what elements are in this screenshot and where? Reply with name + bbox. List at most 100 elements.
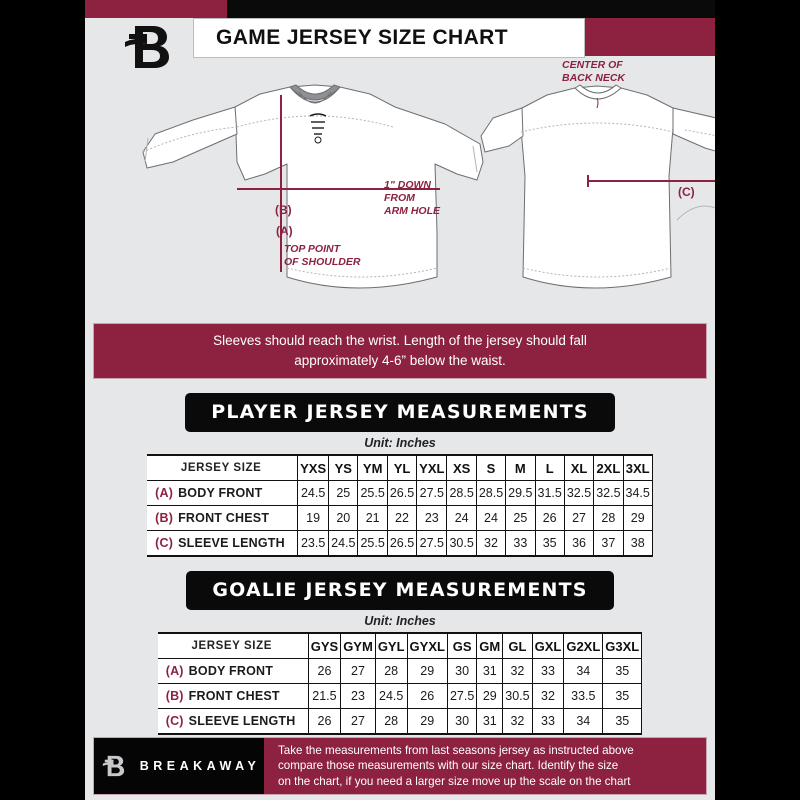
player-col-8: L	[534, 454, 565, 481]
label-b-line1: 1" DOWN	[384, 179, 431, 191]
player-r1-c9: 27	[563, 505, 595, 531]
fit-note-banner: Sleeves should reach the wrist. Length o…	[93, 323, 707, 379]
goalie-r1-c6: 30.5	[502, 683, 533, 709]
header-maroon-right-block	[583, 18, 715, 56]
marker-b-front: (B)	[275, 203, 292, 217]
player-r0-c0: 24.5	[297, 480, 330, 506]
goalie-col-9: G3XL	[602, 632, 643, 659]
goalie-row-1-name: FRONT CHEST	[188, 689, 280, 703]
player-r2-c5: 30.5	[446, 530, 477, 557]
player-r2-c9: 36	[563, 530, 595, 557]
player-r2-c7: 33	[505, 530, 536, 557]
player-r2-c2: 25.5	[357, 530, 388, 557]
goalie-section-header: GOALIE JERSEY MEASUREMENTS Unit: Inches	[85, 571, 715, 628]
goalie-r0-c6: 32	[502, 658, 533, 684]
player-col-9: XL	[563, 454, 595, 481]
goalie-col-2: GYL	[374, 632, 408, 659]
player-r0-c11: 34.5	[622, 480, 653, 506]
label-c-back: CENTER OF BACK NECK	[562, 59, 625, 85]
header-maroon-left-strip	[85, 0, 227, 18]
page-title: GAME JERSEY SIZE CHART	[216, 26, 508, 49]
page-title-box: GAME JERSEY SIZE CHART	[193, 18, 585, 58]
player-section-header: PLAYER JERSEY MEASUREMENTS Unit: Inches	[85, 393, 715, 450]
label-a-line2: OF SHOULDER	[284, 256, 361, 268]
player-r0-c5: 28.5	[446, 480, 477, 506]
goalie-r0-c4: 30	[446, 658, 478, 684]
label-a-line1: TOP POINT	[284, 243, 341, 255]
player-r2-c11: 38	[622, 530, 653, 557]
breakaway-b-logo-icon	[115, 18, 177, 76]
size-chart-page: GAME JERSEY SIZE CHART	[85, 0, 715, 800]
player-r0-c9: 32.5	[563, 480, 595, 506]
goalie-r2-c7: 33	[531, 708, 565, 735]
footer-line1: Take the measurements from last seasons …	[278, 743, 634, 757]
player-r2-c6: 32	[475, 530, 507, 557]
goalie-r2-c6: 32	[502, 708, 533, 735]
player-section-unit: Unit: Inches	[364, 436, 436, 450]
player-size-header: JERSEY SIZE	[147, 454, 299, 481]
goalie-row-2-label: (C) SLEEVE LENGTH	[157, 708, 309, 735]
player-r1-c10: 28	[593, 505, 624, 531]
player-col-4: YXL	[416, 454, 448, 481]
jersey-diagram: (B) 1" DOWN FROM ARM HOLE (A) TOP POINT …	[85, 59, 715, 317]
table-row: (B) FRONT CHEST 19 20 21 22 23 24 24 25 2…	[147, 505, 653, 531]
goalie-row-2-name: SLEEVE LENGTH	[188, 714, 296, 728]
marker-a-front: (A)	[276, 224, 293, 238]
goalie-col-1: GYM	[340, 632, 376, 659]
goalie-section-unit: Unit: Inches	[364, 614, 436, 628]
player-r0-c3: 26.5	[386, 480, 418, 506]
goalie-row-0-mark: (A)	[165, 664, 184, 678]
label-b-line2: FROM	[384, 192, 415, 204]
goalie-r2-c2: 28	[374, 708, 408, 735]
goalie-r1-c3: 26	[406, 683, 448, 709]
player-row-2-mark: (C)	[155, 536, 174, 550]
goalie-r0-c3: 29	[406, 658, 448, 684]
goalie-col-6: GL	[502, 632, 533, 659]
goalie-r0-c5: 31	[476, 658, 504, 684]
header-black-strip	[227, 0, 715, 18]
goalie-r1-c0: 21.5	[307, 683, 342, 709]
player-r0-c6: 28.5	[475, 480, 507, 506]
player-r1-c4: 23	[416, 505, 448, 531]
table-row: (C) SLEEVE LENGTH 26 27 28 29 30 31 32 33…	[157, 708, 643, 735]
label-b-line3: ARM HOLE	[384, 205, 440, 217]
footer-line2: compare those measurements with our size…	[278, 759, 619, 773]
goalie-r1-c9: 35	[602, 683, 643, 709]
goalie-row-0-name: BODY FRONT	[188, 664, 274, 678]
player-r2-c0: 23.5	[297, 530, 330, 557]
goalie-r2-c8: 34	[563, 708, 604, 735]
table-row: (A) BODY FRONT 26 27 28 29 30 31 32 33 34…	[157, 658, 643, 684]
player-r2-c1: 24.5	[328, 530, 359, 557]
goalie-r2-c4: 30	[446, 708, 478, 735]
goalie-r0-c8: 34	[563, 658, 604, 684]
goalie-r1-c2: 24.5	[374, 683, 408, 709]
player-r0-c7: 29.5	[505, 480, 536, 506]
player-r1-c6: 24	[475, 505, 507, 531]
fit-note-line1: Sleeves should reach the wrist. Length o…	[213, 333, 587, 348]
goalie-row-1-label: (B) FRONT CHEST	[157, 683, 309, 709]
table-row: (A) BODY FRONT 24.5 25 25.5 26.5 27.5 28.…	[147, 480, 653, 506]
goalie-r1-c4: 27.5	[446, 683, 478, 709]
player-table-header-row: JERSEY SIZE YXS YS YM YL YXL XS S M L XL…	[147, 454, 653, 481]
goalie-col-8: G2XL	[563, 632, 604, 659]
player-r2-c8: 35	[534, 530, 565, 557]
goalie-col-4: GS	[446, 632, 478, 659]
goalie-row-2-mark: (C)	[165, 714, 184, 728]
goalie-col-5: GM	[476, 632, 504, 659]
goalie-col-3: GYXL	[406, 632, 448, 659]
goalie-section-title: GOALIE JERSEY MEASUREMENTS	[186, 571, 614, 610]
goalie-row-0-label: (A) BODY FRONT	[157, 658, 309, 684]
player-r0-c4: 27.5	[416, 480, 448, 506]
player-row-1-name: FRONT CHEST	[178, 511, 270, 525]
goalie-col-7: GXL	[531, 632, 565, 659]
breakaway-b-logo-icon	[102, 755, 124, 777]
player-col-10: 2XL	[593, 454, 624, 481]
label-a-front: TOP POINT OF SHOULDER	[284, 243, 360, 269]
player-col-11: 3XL	[622, 454, 653, 481]
player-r1-c2: 21	[357, 505, 388, 531]
player-row-1-label: (B) FRONT CHEST	[147, 505, 299, 531]
player-measurements-table: JERSEY SIZE YXS YS YM YL YXL XS S M L XL…	[147, 454, 653, 557]
player-r1-c11: 29	[622, 505, 653, 531]
player-col-3: YL	[386, 454, 418, 481]
goalie-row-1-mark: (B)	[165, 689, 184, 703]
